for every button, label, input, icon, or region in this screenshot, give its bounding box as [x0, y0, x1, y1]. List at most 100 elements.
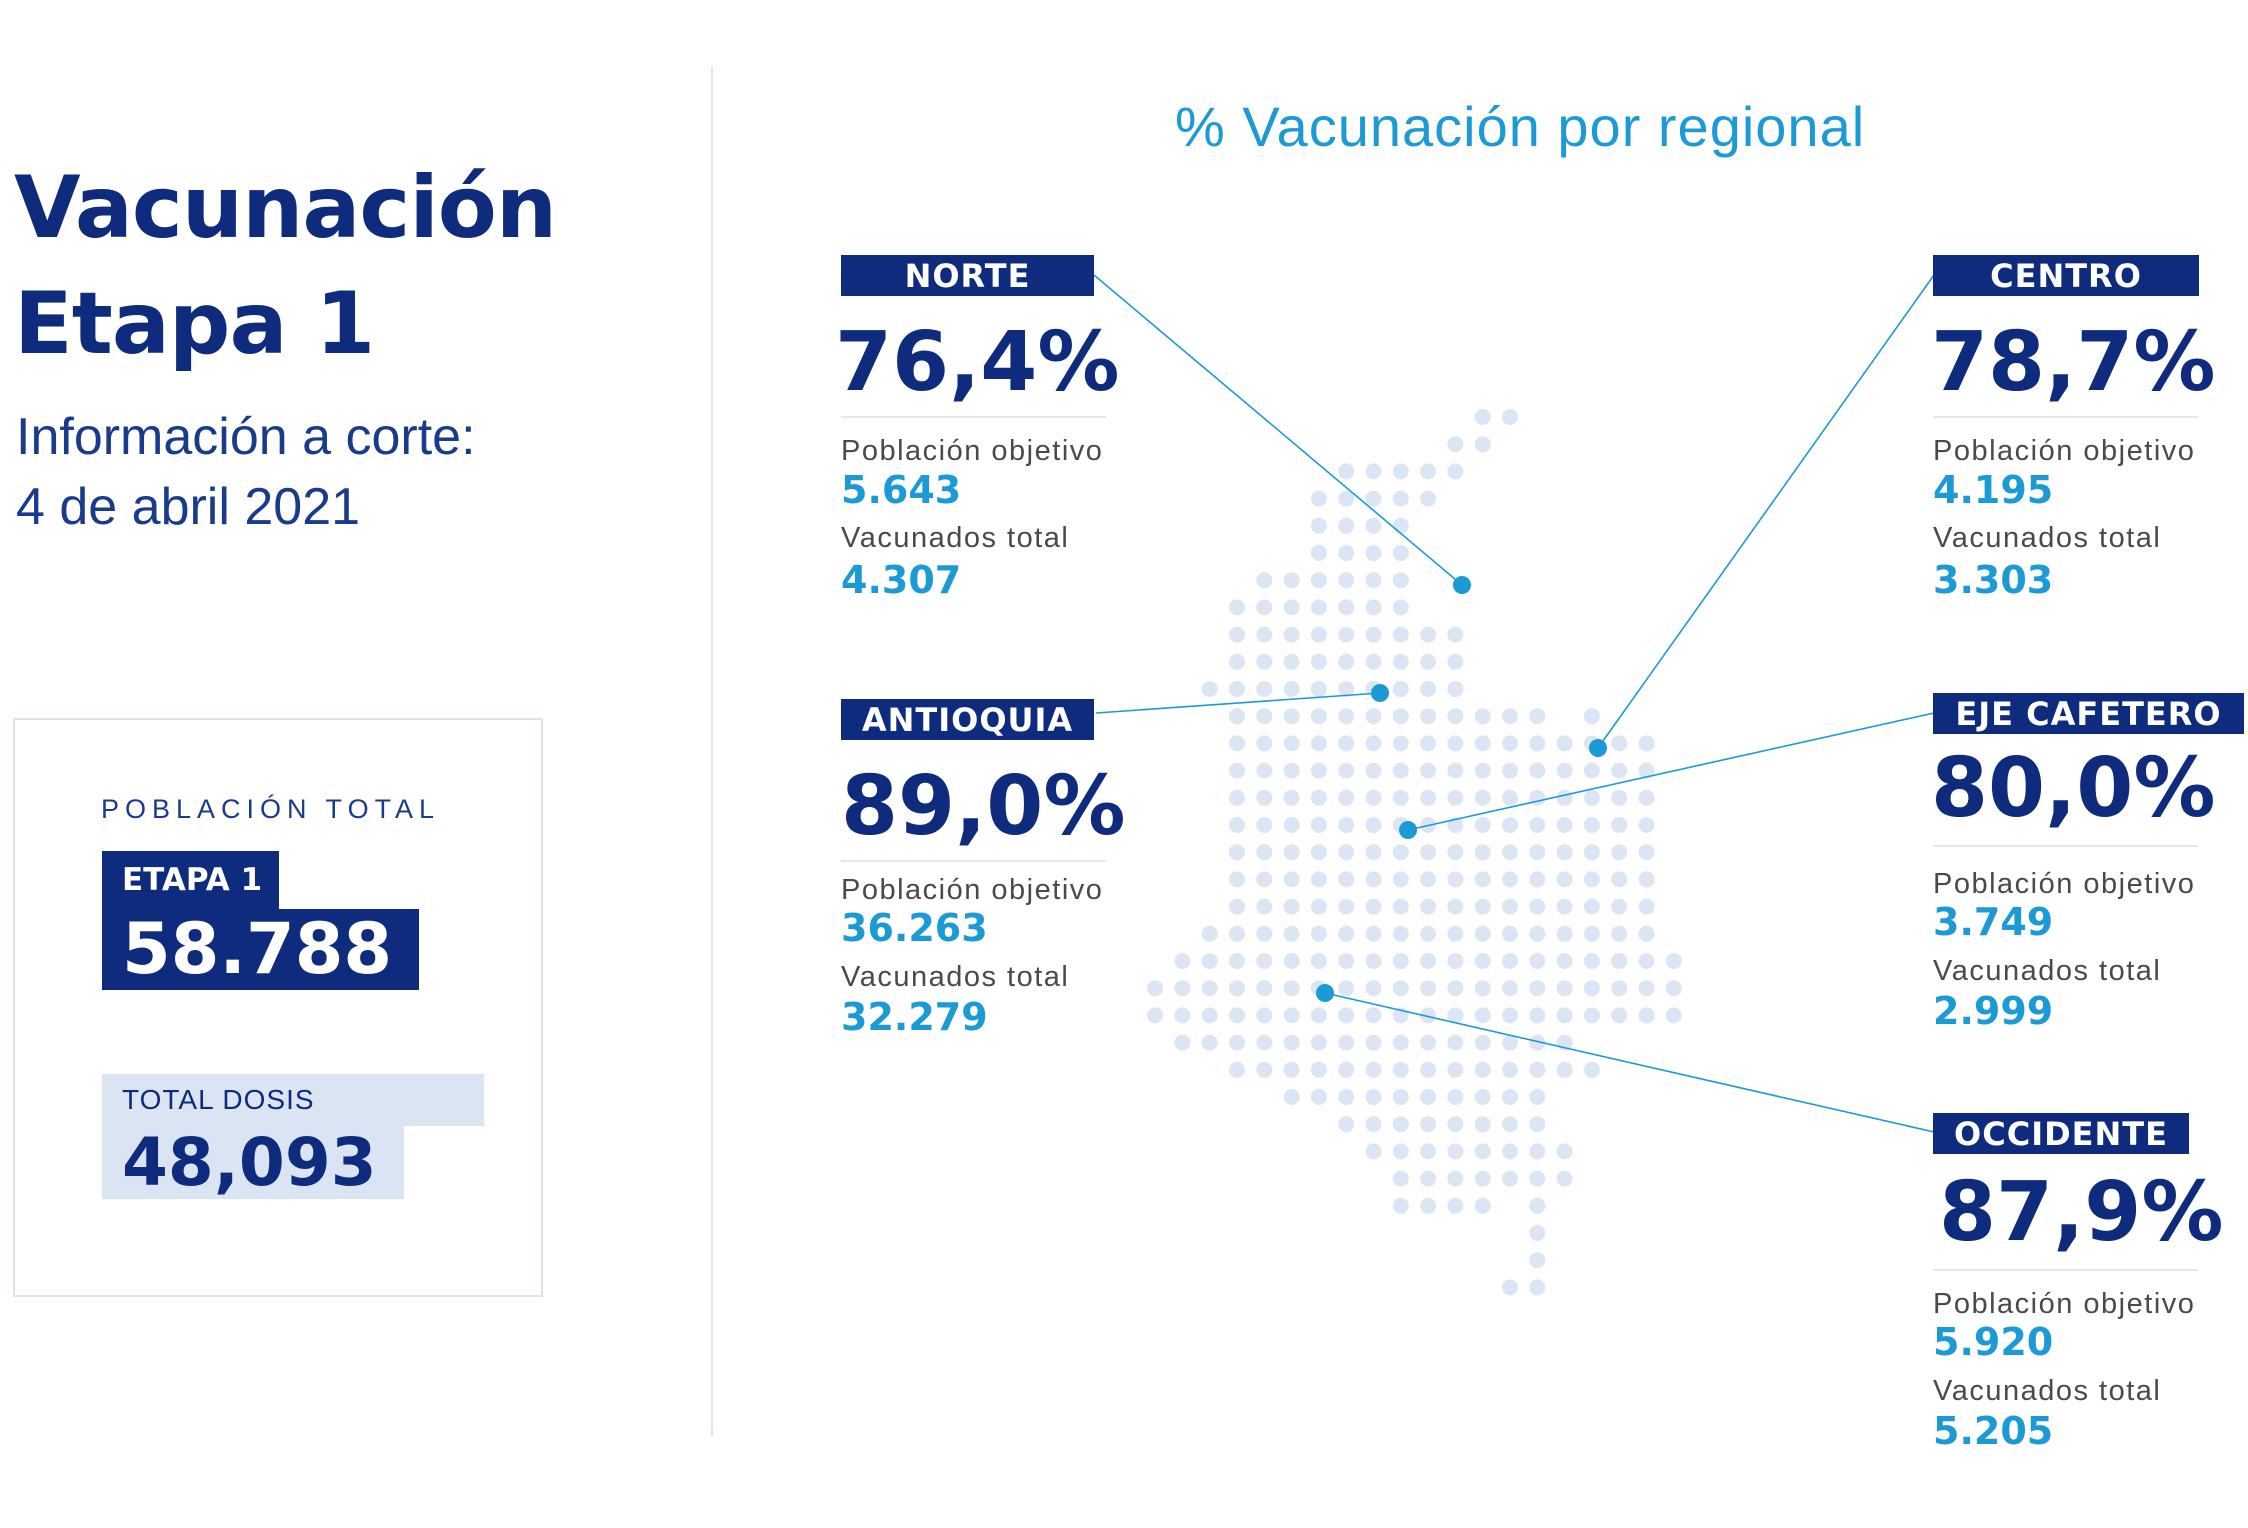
map-dot — [1256, 817, 1273, 833]
region-name: ANTIOQUIA — [841, 699, 1094, 740]
map-dot — [1420, 626, 1437, 643]
map-dot — [1420, 762, 1437, 779]
map-dot — [1420, 1143, 1437, 1160]
region-percentage: 80,0% — [1931, 741, 2216, 836]
population-summary-box — [13, 718, 543, 1297]
map-dot — [1529, 1061, 1546, 1078]
map-dot — [1474, 409, 1491, 425]
map-dot — [1556, 735, 1573, 752]
map-dot — [1256, 871, 1273, 888]
map-dot — [1310, 762, 1327, 779]
vacunados-total-label: Vacunados total — [841, 961, 1070, 993]
map-dot — [1147, 1007, 1164, 1024]
map-dot — [1256, 708, 1273, 725]
map-dot — [1310, 490, 1327, 507]
region-percentage: 78,7% — [1931, 315, 2216, 410]
map-dot — [1365, 545, 1382, 561]
etapa-value: 58.788 — [102, 909, 419, 990]
chart-title: % Vacunación por regional — [1175, 95, 1866, 158]
leader-line-occidente — [1324, 992, 1935, 1133]
map-dot — [1365, 844, 1382, 861]
map-dot — [1474, 789, 1491, 806]
map-dot — [1338, 490, 1355, 507]
map-dot — [1611, 953, 1628, 969]
map-dot — [1310, 545, 1327, 561]
subtitle-line-2: 4 de abril 2021 — [16, 478, 361, 536]
map-dot — [1365, 626, 1382, 643]
map-dot — [1310, 1061, 1327, 1078]
map-dot — [1447, 653, 1464, 670]
region-marker-centro — [1589, 739, 1607, 757]
map-dot — [1256, 789, 1273, 806]
map-dot — [1502, 409, 1518, 425]
map-dot — [1283, 735, 1300, 752]
map-dot — [1338, 626, 1355, 643]
map-dot — [1256, 925, 1273, 942]
map-dot — [1283, 708, 1300, 725]
map-dot — [1283, 762, 1300, 779]
map-dot — [1201, 925, 1218, 942]
map-dot — [1256, 844, 1273, 861]
map-dot — [1447, 626, 1464, 643]
map-dot — [1447, 735, 1464, 752]
page-title: Vacunación Etapa 1 — [14, 150, 557, 382]
map-dot — [1229, 762, 1245, 779]
map-dot — [1502, 1170, 1518, 1187]
map-dot — [1474, 708, 1491, 725]
map-dot — [1392, 953, 1409, 969]
map-dot — [1447, 436, 1464, 453]
poblacion-objetivo-label: Población objetivo — [841, 435, 1104, 467]
map-dot — [1638, 898, 1655, 915]
map-dot — [1283, 980, 1300, 997]
map-dot — [1502, 1034, 1518, 1051]
title-line-2: Etapa 1 — [14, 274, 375, 374]
map-dot — [1365, 1061, 1382, 1078]
map-dot — [1338, 953, 1355, 969]
map-dot — [1583, 953, 1600, 969]
map-dot — [1529, 953, 1546, 969]
map-dot — [1638, 953, 1655, 969]
map-dot — [1310, 599, 1327, 616]
map-dot — [1392, 844, 1409, 861]
map-dot — [1283, 953, 1300, 969]
map-dot — [1474, 980, 1491, 997]
map-dot — [1502, 1279, 1518, 1296]
region-divider — [1933, 1269, 2198, 1271]
map-dot — [1338, 817, 1355, 833]
map-dot — [1392, 572, 1409, 589]
map-dot — [1229, 735, 1245, 752]
map-dot — [1474, 1116, 1491, 1133]
region-divider — [1933, 845, 2198, 847]
map-dot — [1310, 898, 1327, 915]
map-dot — [1283, 1007, 1300, 1024]
map-dot — [1556, 1170, 1573, 1187]
map-dot — [1474, 925, 1491, 942]
map-dot — [1283, 789, 1300, 806]
map-dot — [1283, 898, 1300, 915]
map-dot — [1583, 980, 1600, 997]
map-dot — [1229, 681, 1245, 697]
map-dot — [1638, 871, 1655, 888]
map-dot — [1229, 925, 1245, 942]
map-dot — [1474, 817, 1491, 833]
map-dot — [1638, 762, 1655, 779]
map-dot — [1392, 1197, 1409, 1214]
map-dot — [1420, 871, 1437, 888]
map-dot — [1447, 1116, 1464, 1133]
map-dot — [1201, 1034, 1218, 1051]
map-dot — [1611, 1007, 1628, 1024]
map-dot — [1338, 1116, 1355, 1133]
map-dot — [1502, 953, 1518, 969]
map-dot — [1447, 1143, 1464, 1160]
poblacion-objetivo-label: Población objetivo — [841, 874, 1104, 906]
map-dot — [1392, 490, 1409, 507]
map-dot — [1447, 980, 1464, 997]
map-dot — [1392, 980, 1409, 997]
map-dot — [1392, 898, 1409, 915]
map-dot — [1392, 463, 1409, 480]
map-dot — [1474, 1007, 1491, 1024]
map-dot — [1474, 1170, 1491, 1187]
cutoff-date-text: Información a corte: 4 de abril 2021 — [16, 402, 476, 542]
map-dot — [1310, 925, 1327, 942]
